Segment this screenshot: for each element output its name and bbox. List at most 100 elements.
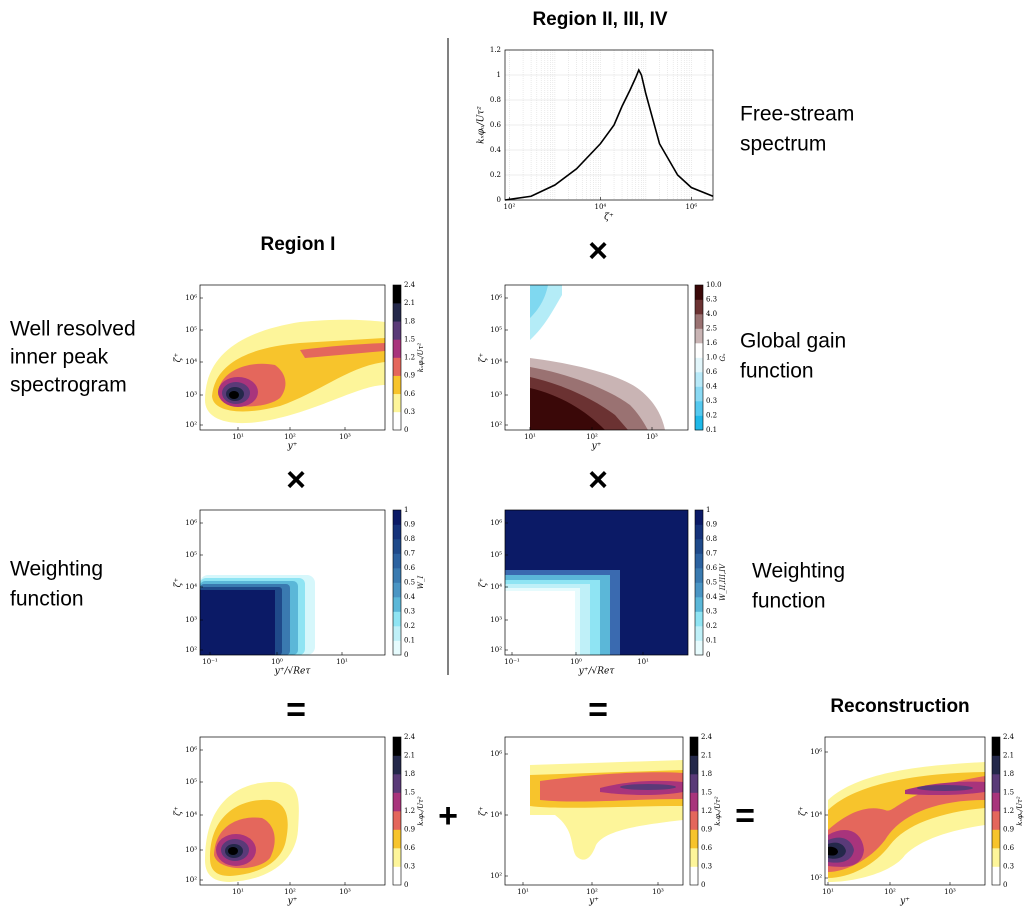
contour — [530, 285, 665, 430]
contour — [200, 575, 315, 655]
colorbar-tick-label: 1.8 — [1003, 770, 1014, 778]
colorbar-segment — [992, 774, 1000, 793]
colorbar-segment — [695, 299, 703, 315]
y-tick-label: 10⁴ — [185, 811, 197, 819]
x-axis-label: y⁺ — [287, 897, 298, 907]
colorbar-tick-label: 0.9 — [404, 826, 415, 834]
contour — [828, 762, 985, 882]
y-tick-label: 1.2 — [490, 46, 501, 54]
x-tick-label: 10¹ — [232, 888, 244, 896]
x-tick-label: 10¹ — [524, 433, 536, 441]
colorbar-label: W_II,III,IV — [719, 563, 727, 601]
y-axis-label: ζ⁺ — [479, 806, 489, 816]
x-axis-label: y⁺ — [591, 442, 602, 452]
y-tick-label: 10² — [490, 421, 502, 429]
side-label: Well resolved — [10, 318, 136, 341]
colorbar-segment — [393, 737, 401, 756]
contour — [205, 319, 385, 424]
operator: = — [735, 797, 755, 835]
colorbar-tick-label: 0.3 — [701, 863, 712, 871]
x-tick-label: 10¹ — [637, 658, 649, 666]
colorbar-tick-label: 0.6 — [404, 564, 416, 572]
y-tick-label: 0 — [497, 196, 501, 204]
colorbar-frame — [689, 736, 699, 886]
colorbar-tick-label: 10.0 — [706, 281, 722, 289]
colorbar-tick-label: 0.9 — [404, 521, 415, 529]
colorbar-segment — [695, 372, 703, 387]
x-tick-label: 10³ — [339, 433, 351, 441]
x-tick-label: 10⁰ — [271, 658, 283, 666]
y-tick-label: 0.6 — [490, 121, 502, 129]
colorbar-tick-label: 1.2 — [1003, 807, 1014, 815]
y-axis-label: ζ⁺ — [174, 577, 184, 587]
colorbar-segment — [393, 393, 401, 413]
x-tick-label: 10⁻¹ — [504, 658, 520, 666]
colorbar-tick-label: 0.6 — [404, 844, 416, 852]
colorbar-segment — [690, 774, 698, 793]
y-tick-label: 10⁶ — [490, 750, 502, 758]
x-tick-label: 10³ — [646, 433, 658, 441]
y-tick-label: 10⁴ — [490, 583, 502, 591]
y-tick-label: 10⁵ — [185, 778, 197, 786]
y-tick-label: 10⁵ — [185, 326, 197, 334]
colorbar-tick-label: 1.2 — [701, 807, 712, 815]
colorbar-segment — [695, 582, 703, 598]
colorbar-segment — [393, 755, 401, 775]
colorbar-tick-label: 0.1 — [404, 637, 415, 645]
side-label: spectrum — [740, 133, 826, 156]
colorbar-segment — [393, 597, 401, 612]
axes-frame — [824, 736, 986, 886]
x-tick-label: 10¹ — [336, 658, 348, 666]
colorbar-tick-label: 2.1 — [404, 299, 415, 307]
colorbar-segment — [690, 792, 698, 812]
colorbar-segment — [695, 401, 703, 416]
colorbar-segment — [393, 411, 401, 431]
colorbar-segment — [695, 314, 703, 329]
x-axis-label: ζ⁺ — [604, 213, 614, 223]
colorbar-tick-label: 1.5 — [404, 335, 415, 343]
colorbar-frame — [392, 284, 402, 431]
x-tick-label: 10¹ — [232, 433, 244, 441]
y-tick-label: 10⁵ — [490, 551, 502, 559]
x-tick-label: 10³ — [652, 888, 664, 896]
colorbar-segment — [393, 829, 401, 849]
colorbar-tick-label: 0.9 — [706, 521, 717, 529]
contour — [505, 510, 688, 655]
colorbar-segment — [992, 848, 1000, 867]
colorbar-segment — [695, 357, 703, 373]
y-tick-label: 10⁵ — [185, 551, 197, 559]
colorbar-segment — [992, 829, 1000, 849]
y-tick-label: 10² — [490, 646, 502, 654]
colorbar-segment — [393, 553, 401, 569]
side-label: inner peak — [10, 346, 109, 369]
side-label: Free-stream — [740, 103, 854, 126]
colorbar-segment — [695, 415, 703, 431]
colorbar-tick-label: 0.4 — [404, 593, 416, 601]
colorbar-tick-label: 0.1 — [706, 637, 717, 645]
colorbar-tick-label: 1.8 — [404, 317, 415, 325]
axes-frame — [504, 284, 689, 431]
colorbar-tick-label: 0 — [404, 651, 408, 659]
colorbar-tick-label: 0.5 — [404, 579, 415, 587]
colorbar-segment — [695, 597, 703, 612]
x-tick-label: 10² — [284, 433, 296, 441]
y-tick-label: 10² — [810, 874, 822, 882]
y-tick-label: 10³ — [185, 616, 197, 624]
colorbar-tick-label: 0.9 — [701, 826, 712, 834]
colorbar-tick-label: 0.1 — [706, 426, 717, 434]
colorbar-frame — [694, 284, 704, 431]
colorbar-segment — [695, 611, 703, 627]
colorbar-tick-label: 0.8 — [404, 535, 415, 543]
side-label: spectrogram — [10, 374, 127, 397]
colorbar-segment — [695, 343, 703, 358]
operator: = — [286, 691, 306, 729]
y-tick-label: 10⁴ — [490, 811, 502, 819]
colorbar-tick-label: 0.6 — [706, 564, 718, 572]
colorbar-label: kₓφᵤ/Uτ² — [417, 796, 425, 826]
operator: = — [588, 691, 608, 729]
colorbar-tick-label: 0.3 — [706, 397, 717, 405]
colorbar-segment — [393, 524, 401, 540]
y-tick-label: 10⁶ — [490, 519, 502, 527]
colorbar-tick-label: 0.6 — [706, 368, 718, 376]
colorbar-segment — [695, 539, 703, 554]
